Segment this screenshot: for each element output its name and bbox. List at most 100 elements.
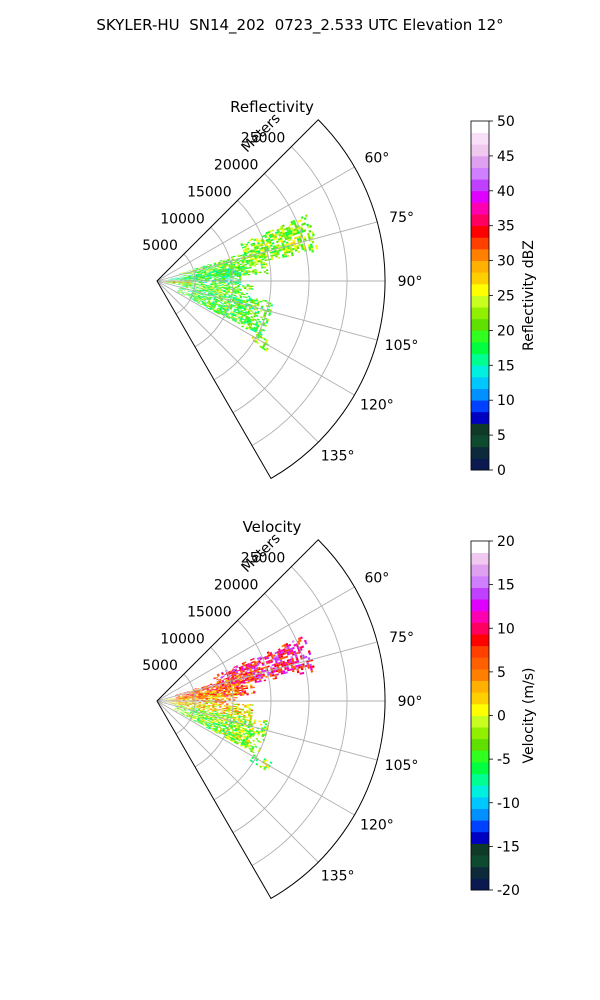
- echo-gate: [178, 284, 181, 286]
- echo-gate: [214, 287, 217, 289]
- echo-gate: [171, 702, 174, 704]
- echo-gate: [290, 248, 293, 251]
- echo-gate: [230, 256, 234, 259]
- echo-gate: [191, 284, 194, 286]
- echo-gate: [260, 253, 264, 256]
- echo-gate: [239, 667, 242, 670]
- echo-gate: [251, 667, 254, 670]
- echo-gate: [241, 299, 244, 302]
- echo-gate: [252, 318, 255, 321]
- echo-gate: [310, 670, 314, 673]
- echo-gate: [228, 707, 231, 709]
- echo-gate: [191, 697, 195, 698]
- echo-gate: [205, 306, 208, 309]
- echo-gate: [207, 701, 211, 703]
- echo-gate: [227, 275, 230, 277]
- echo-gate: [210, 713, 214, 715]
- echo-gate: [285, 233, 289, 236]
- echo-gate: [235, 742, 239, 745]
- colorbar-segment: [471, 715, 489, 728]
- echo-gate: [286, 659, 290, 662]
- echo-gate: [204, 296, 207, 298]
- echo-gate: [190, 287, 193, 289]
- echo-gate: [235, 296, 238, 298]
- echo-gate: [233, 320, 237, 323]
- echo-gate: [223, 705, 226, 707]
- echo-gate: [237, 311, 241, 314]
- echo-gate: [194, 291, 197, 293]
- echo-gate: [241, 708, 244, 711]
- echo-gate: [214, 701, 217, 703]
- echo-gate: [240, 268, 243, 270]
- echo-gate: [255, 299, 258, 302]
- echo-gate: [250, 259, 253, 262]
- echo-gate: [213, 262, 217, 265]
- echo-gate: [225, 306, 228, 309]
- echo-gate: [225, 305, 228, 308]
- colorbar-segment: [471, 575, 489, 588]
- echo-gate: [240, 244, 244, 247]
- echo-gate: [211, 297, 214, 299]
- echo-gate: [202, 689, 205, 691]
- echo-gate: [205, 699, 208, 701]
- echo-gate: [290, 227, 294, 230]
- echo-gate: [198, 716, 201, 718]
- echo-gate: [244, 287, 247, 290]
- echo-gate: [221, 286, 224, 288]
- echo-gate: [216, 709, 219, 711]
- echo-gate: [218, 731, 222, 734]
- echo-gate: [229, 689, 233, 692]
- echo-gate: [301, 223, 305, 226]
- echo-gate: [223, 695, 226, 697]
- echo-gate: [250, 732, 253, 735]
- echo-gate: [197, 691, 201, 693]
- colorbar-tick-label: 15: [497, 578, 515, 594]
- echo-gate: [188, 693, 192, 694]
- echo-gate: [184, 695, 187, 697]
- echo-gate: [199, 689, 203, 691]
- echo-gate: [237, 265, 241, 267]
- colorbar-segment: [471, 645, 489, 658]
- echo-gate: [184, 694, 187, 695]
- echo-gate: [235, 734, 238, 736]
- echo-gate: [195, 275, 198, 277]
- echo-gate: [217, 311, 221, 314]
- echo-gate: [220, 277, 224, 279]
- echo-gate: [243, 300, 247, 302]
- echo-gate: [184, 277, 187, 278]
- echo-gate: [207, 694, 210, 696]
- echo-gate: [215, 726, 219, 729]
- echo-gate: [214, 683, 217, 685]
- echo-gate: [269, 666, 273, 669]
- echo-gate: [182, 697, 185, 698]
- echo-gate: [248, 263, 252, 265]
- echo-gate: [179, 706, 183, 708]
- echo-gate: [175, 704, 178, 706]
- colorbar-tick-label: 20: [497, 323, 515, 339]
- echo-gate: [234, 691, 238, 693]
- echo-gate: [232, 261, 235, 264]
- echo-gate: [205, 305, 209, 307]
- echo-gate: [182, 704, 185, 706]
- echo-gate: [234, 689, 237, 691]
- echo-gate: [243, 272, 246, 275]
- echo-gate: [238, 316, 241, 319]
- echo-gate: [273, 234, 277, 237]
- echo-gate: [276, 249, 279, 252]
- echo-gate: [218, 295, 222, 297]
- echo-gate: [252, 272, 255, 274]
- echo-gate: [275, 233, 279, 236]
- echo-gate: [206, 271, 209, 273]
- echo-gate: [239, 305, 243, 308]
- echo-gate: [198, 299, 201, 301]
- echo-gate: [288, 650, 292, 653]
- echo-gate: [237, 739, 241, 742]
- echo-gate: [225, 277, 228, 279]
- echo-gate: [192, 717, 196, 719]
- echo-gate: [185, 699, 188, 700]
- echo-gate: [241, 741, 245, 744]
- echo-gate: [235, 716, 239, 718]
- echo-gate: [294, 654, 298, 658]
- echo-gate: [253, 251, 256, 254]
- echo-gate: [211, 308, 215, 310]
